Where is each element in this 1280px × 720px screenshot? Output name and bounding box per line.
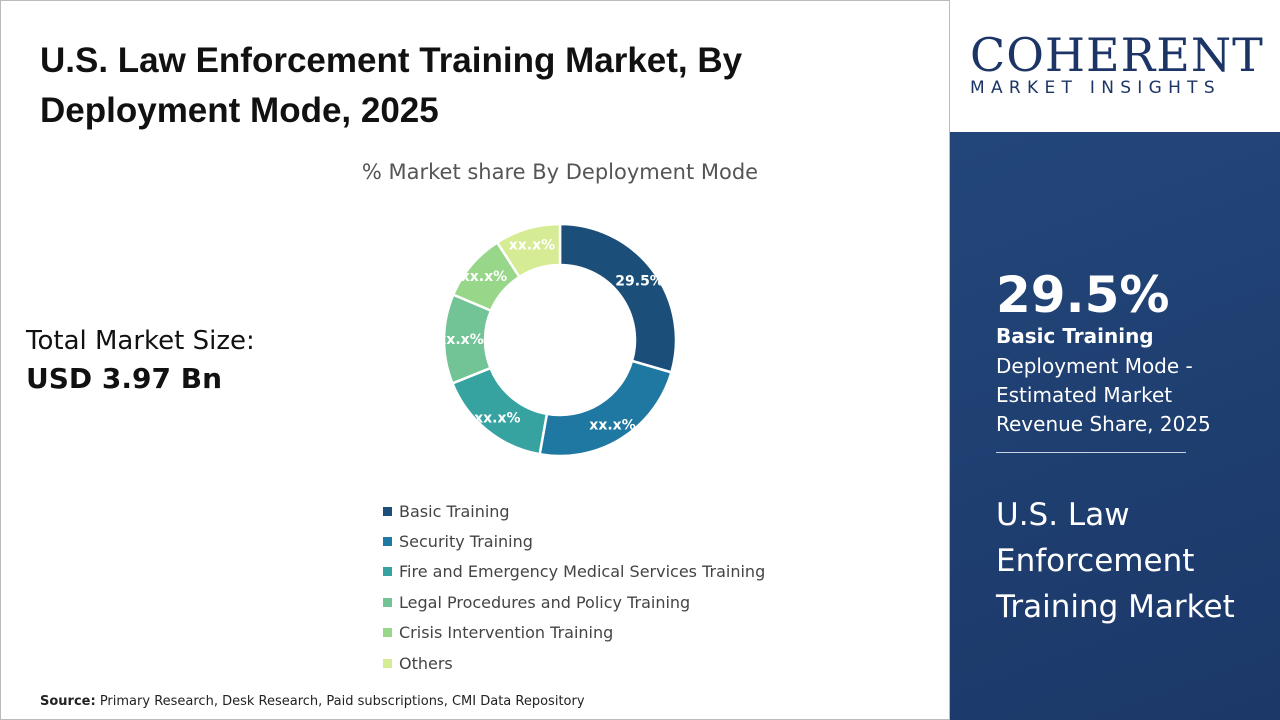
source-text: Primary Research, Desk Research, Paid su… xyxy=(95,694,585,709)
slice-label: xx.x% xyxy=(589,418,635,434)
chart-title: % Market share By Deployment Mode xyxy=(361,160,759,184)
legend-swatch xyxy=(383,537,392,547)
slice-label: xx.x% xyxy=(474,410,520,426)
legend-label: Fire and Emergency Medical Services Trai… xyxy=(399,562,766,582)
highlight-panel: 29.5% Basic Training Deployment Mode - E… xyxy=(950,132,1280,720)
slice-label: 29.5% xyxy=(615,273,664,289)
donut-slice xyxy=(538,359,673,458)
logo-wordmark: COHERENT xyxy=(970,28,1264,82)
legend-item: Fire and Emergency Medical Services Trai… xyxy=(383,557,765,587)
total-market-value: USD 3.97 Bn xyxy=(26,362,222,395)
legend-swatch xyxy=(383,628,392,638)
legend-swatch xyxy=(383,658,392,668)
slice-label: xx.x% xyxy=(509,238,555,254)
market-name: U.S. Law Enforcement Training Market xyxy=(996,497,1235,625)
page-title: U.S. Law Enforcement Training Market, By… xyxy=(40,41,743,130)
logo-tagline: MARKET INSIGHTS xyxy=(970,78,1221,98)
legend-label: Basic Training xyxy=(399,501,510,521)
legend: Basic Training Security Training Fire and … xyxy=(383,496,765,678)
legend-item: Others xyxy=(383,648,765,678)
donut-chart: 29.5%xx.x%xx.x%xx.x%xx.x%xx.x% xyxy=(437,222,678,458)
legend-item: Crisis Intervention Training xyxy=(383,618,765,648)
source-label: Source: xyxy=(40,694,96,709)
divider xyxy=(996,452,1186,453)
legend-label: Security Training xyxy=(399,532,533,552)
highlight-description: Deployment Mode - Estimated Market Reven… xyxy=(996,354,1211,436)
source-note: Source: Primary Research, Desk Research,… xyxy=(40,694,585,709)
legend-swatch xyxy=(383,506,392,516)
legend-item: Legal Procedures and Policy Training xyxy=(383,587,765,617)
legend-swatch xyxy=(383,597,392,607)
logo: COHERENT MARKET INSIGHTS xyxy=(950,0,1280,132)
legend-label: Legal Procedures and Policy Training xyxy=(399,592,691,612)
legend-item: Basic Training xyxy=(383,496,765,526)
legend-item: Security Training xyxy=(383,526,765,556)
total-market-label: Total Market Size: xyxy=(26,326,255,356)
legend-label: Others xyxy=(399,653,453,673)
highlight-label: Basic Training xyxy=(996,324,1154,348)
legend-swatch xyxy=(383,567,392,577)
donut-slice xyxy=(495,222,562,279)
donut-slice xyxy=(558,222,678,374)
highlight-value: 29.5% xyxy=(996,266,1170,324)
legend-label: Crisis Intervention Training xyxy=(399,623,614,643)
slice-label: xx.x% xyxy=(437,332,483,348)
slice-label: xx.x% xyxy=(461,269,507,285)
